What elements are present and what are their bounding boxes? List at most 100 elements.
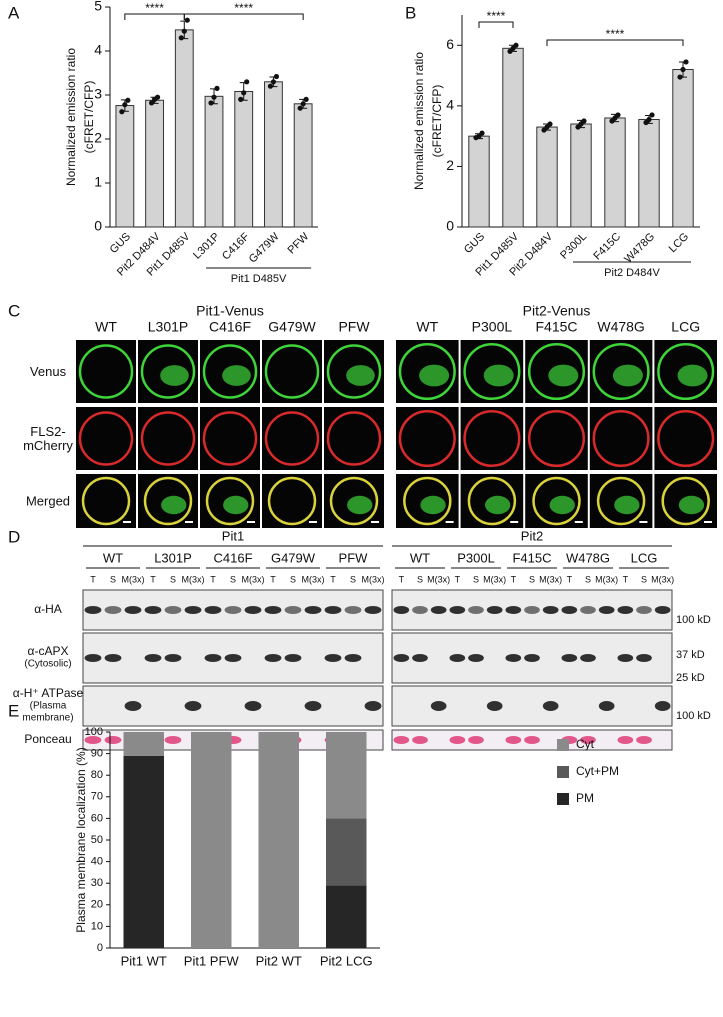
- band: [84, 654, 102, 662]
- band: [324, 606, 342, 614]
- data-point: [300, 101, 306, 107]
- lane-label: M(3x): [242, 574, 265, 584]
- row-label: Merged: [26, 493, 70, 508]
- band: [284, 654, 302, 662]
- lane-label: S: [417, 574, 423, 584]
- sample-label: WT: [410, 550, 430, 565]
- data-point: [181, 28, 187, 34]
- band: [524, 736, 540, 744]
- bar: [234, 90, 254, 228]
- data-point: [273, 73, 280, 80]
- cell-outline: [205, 476, 255, 526]
- band: [264, 606, 282, 614]
- band: [654, 701, 671, 711]
- band: [393, 606, 410, 614]
- bar-segment: [191, 732, 232, 948]
- y-tick-label: 20: [91, 899, 103, 911]
- lane-label: M(3x): [362, 574, 385, 584]
- bar: [536, 126, 558, 228]
- cell-outline: [140, 344, 196, 399]
- bar: [145, 99, 164, 228]
- y-axis-title: Plasma membrane localization (%): [74, 747, 88, 932]
- band: [124, 606, 142, 614]
- x-tick-label: W478G: [622, 231, 657, 266]
- lane-label: M(3x): [427, 574, 450, 584]
- x-tick-label: P300L: [558, 231, 589, 262]
- band: [598, 701, 615, 711]
- data-point: [119, 109, 125, 115]
- panel-label: C: [8, 301, 20, 320]
- cell-outline: [78, 344, 134, 399]
- lane-label: T: [270, 574, 276, 584]
- band: [430, 701, 447, 711]
- data-point: [125, 97, 131, 103]
- cell-outline: [532, 476, 581, 526]
- band: [580, 654, 596, 662]
- panel-label: D: [8, 527, 20, 546]
- band: [449, 606, 466, 614]
- cell-signal: [549, 495, 575, 515]
- band: [364, 606, 382, 614]
- cell-outline: [81, 476, 131, 526]
- lane-label: S: [529, 574, 535, 584]
- x-tick-label: LCG: [667, 231, 691, 255]
- mw-marker: 25 kD: [676, 672, 705, 684]
- data-point: [581, 118, 587, 124]
- cell-signal: [485, 495, 511, 515]
- cell-signal: [223, 495, 249, 515]
- data-point: [154, 94, 161, 100]
- cell-outline: [463, 409, 521, 468]
- x-tick-label: GUS: [108, 231, 133, 256]
- x-tick-label: GUS: [462, 231, 487, 256]
- column-label: WT: [416, 319, 438, 335]
- significance-bracket: [546, 39, 684, 46]
- band: [224, 606, 242, 614]
- micrograph: [262, 407, 322, 470]
- lane-label: M(3x): [182, 574, 205, 584]
- y-tick-label: 0: [94, 218, 102, 234]
- cell-outline: [329, 476, 379, 526]
- bar: [468, 135, 490, 228]
- lane-label: S: [350, 574, 356, 584]
- cell-signal: [419, 364, 450, 387]
- band: [468, 606, 484, 614]
- column-label: PFW: [338, 319, 370, 335]
- micrograph: [200, 407, 260, 470]
- panel-label: E: [8, 701, 19, 720]
- column-label: L301P: [148, 319, 188, 335]
- lane-label: T: [511, 574, 517, 584]
- band: [636, 736, 652, 744]
- lane-label: T: [399, 574, 405, 584]
- cell-outline: [596, 476, 646, 526]
- row-label: FLS2-: [30, 424, 65, 439]
- data-point: [649, 112, 655, 118]
- data-point: [646, 116, 652, 123]
- sample-label: W478G: [566, 550, 610, 565]
- data-point: [680, 66, 686, 73]
- cell-outline: [661, 476, 710, 526]
- band: [542, 606, 559, 614]
- band: [412, 736, 428, 744]
- band: [636, 654, 652, 662]
- legend-label: Cyt+PM: [576, 764, 619, 778]
- data-point: [211, 94, 217, 100]
- band: [580, 606, 596, 614]
- micrograph: [76, 474, 136, 528]
- significance-label: ****: [145, 1, 164, 15]
- cell-outline: [467, 476, 517, 526]
- band: [449, 654, 466, 662]
- bar: [204, 95, 224, 228]
- legend-swatch: [557, 766, 569, 778]
- data-point: [148, 100, 155, 106]
- column-label: LCG: [671, 319, 700, 335]
- cell-signal: [678, 495, 705, 515]
- lane-label: S: [290, 574, 296, 584]
- lane-label: S: [230, 574, 236, 584]
- band: [617, 736, 634, 744]
- lane-label: T: [567, 574, 573, 584]
- significance-label: ****: [606, 27, 625, 41]
- legend-label: Cyt: [576, 737, 595, 751]
- band: [486, 606, 503, 614]
- band: [244, 606, 262, 614]
- cell-outline: [398, 409, 456, 468]
